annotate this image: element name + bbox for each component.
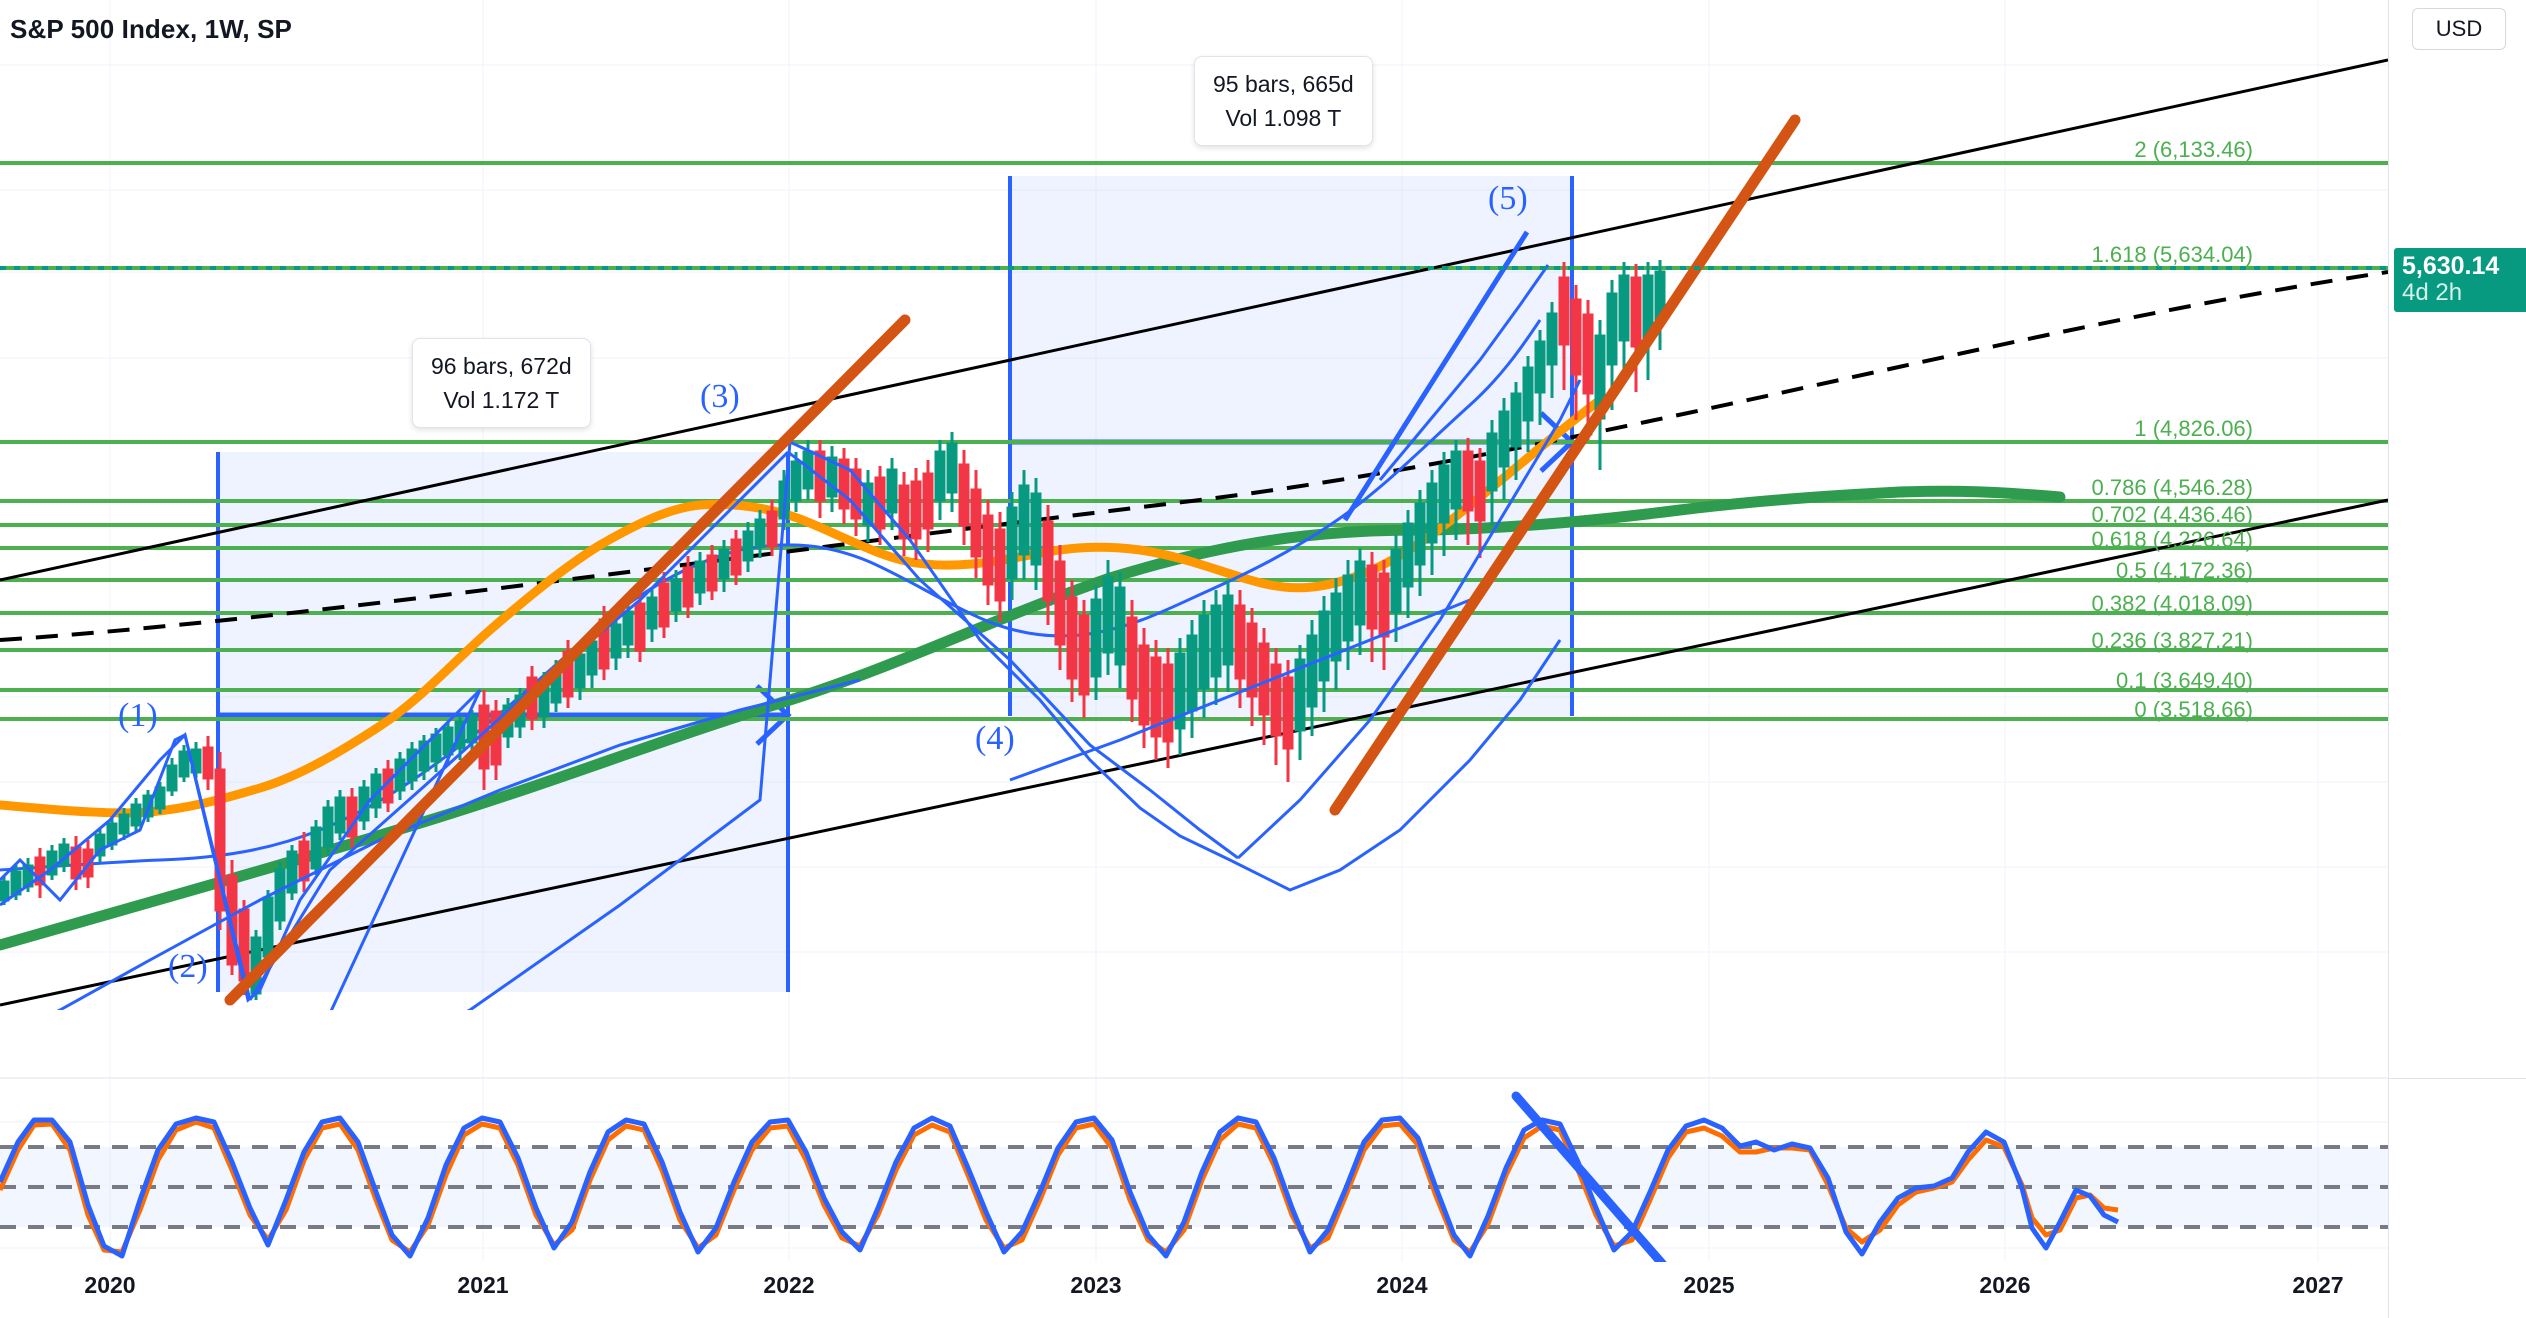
time-tick-2024: 2024 [1376,1272,1428,1298]
measure-bars-right: 95 bars, 665d [1213,71,1354,97]
current-price-badge[interactable]: 5,630.14 4d 2h [2394,248,2526,312]
wave-label-4[interactable]: (4) [975,720,1015,757]
fib-label-01[interactable]: 0.1 (3,649.40) [2116,668,2253,693]
time-tick-2023: 2023 [1070,1272,1122,1298]
fib-label-0702[interactable]: 0.702 (4,436.46) [2091,502,2253,527]
trend-line-orange[interactable] [224,114,1801,1006]
fib-label-0382[interactable]: 0.382 (4,018.09) [2091,591,2253,616]
stoch-k-line[interactable] [0,1115,2120,1259]
time-tick-2026: 2026 [1979,1272,2031,1298]
fib-label-2[interactable]: 2 (6,133.46) [2134,137,2253,162]
fib-label-05[interactable]: 0.5 (4,172.36) [2116,558,2253,583]
price-chart-svg [0,0,2388,1268]
price-axis[interactable]: USD 6,400.00 6,000.00 5,200.00 4,800.00 … [2388,0,2526,1318]
channel-median-line[interactable] [0,270,2388,642]
wave5-guide-line[interactable] [1342,230,1530,522]
measure-bars-left: 96 bars, 672d [431,353,572,379]
fib-label-1618[interactable]: 1.618 (5,634.04) [2091,242,2253,267]
time-tick-2021: 2021 [457,1272,509,1298]
wave-label-3[interactable]: (3) [700,378,740,415]
measure-tooltip-left[interactable]: 96 bars, 672d Vol 1.172 T [412,338,591,428]
price-channel[interactable] [0,58,2388,1007]
wave-label-5[interactable]: (5) [1488,180,1528,217]
currency-badge[interactable]: USD [2412,8,2506,50]
axis-pane-separator [2388,1078,2526,1079]
wave-label-2[interactable]: (2) [168,948,208,985]
price-pane[interactable]: 2 (6,133.46) 1.618 (5,634.04) 1 (4,826.0… [0,0,2388,1318]
axis-divider [2388,0,2389,1318]
wave-label-1[interactable]: (1) [118,697,158,734]
measure-volume-left: Vol 1.172 T [443,387,560,413]
measure-volume-right: Vol 1.098 T [1225,105,1342,131]
fib-label-0[interactable]: 0 (3,518.66) [2134,697,2253,722]
time-tick-2025: 2025 [1683,1272,1735,1298]
measure-tooltip-right[interactable]: 95 bars, 665d Vol 1.098 T [1194,56,1373,146]
fib-label-0786[interactable]: 0.786 (4,546.28) [2091,475,2253,500]
time-tick-2020: 2020 [84,1272,136,1298]
stoch-d-line[interactable] [0,1119,2119,1255]
oscillator-pane[interactable] [0,1077,2388,1268]
current-price-value: 5,630.14 [2402,252,2500,280]
elliott-wave-legs[interactable] [0,264,1582,1040]
oscillator-levels [0,1145,2388,1229]
fib-label-1[interactable]: 1 (4,826.06) [2134,416,2253,441]
fib-label-0236[interactable]: 0.236 (3,827.21) [2091,628,2253,653]
current-price-countdown: 4d 2h [2402,279,2463,306]
time-tick-2027: 2027 [2292,1272,2344,1298]
oscillator-trendline[interactable] [1511,1091,1667,1268]
fib-label-0618[interactable]: 0.618 (4,226.64) [2091,527,2253,552]
page-title: S&P 500 Index, 1W, SP [10,14,292,44]
elliott-wave-zigzag[interactable] [0,439,1562,1078]
time-tick-2022: 2022 [763,1272,815,1298]
